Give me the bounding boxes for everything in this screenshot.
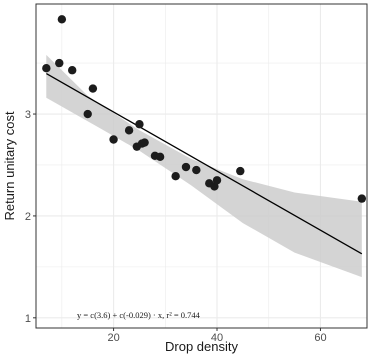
y-tick-label: 1 [25, 313, 31, 325]
data-point [192, 165, 201, 175]
x-tick-label: 20 [107, 332, 119, 344]
panel-border [35, 3, 368, 329]
data-point [140, 138, 149, 147]
confidence-ribbon-group [46, 54, 362, 278]
data-point [236, 166, 245, 176]
data-point [212, 176, 222, 185]
data-point [124, 126, 134, 135]
fit-line-group [46, 73, 363, 255]
confidence-ribbon [46, 54, 362, 278]
data-point [55, 58, 64, 68]
x-tick-label: 40 [211, 332, 223, 344]
data-point [181, 162, 191, 172]
data-point [88, 84, 98, 93]
regression-equation: y = c(3.6) + c(-0.029) · x, r² = 0.744 [77, 310, 201, 320]
y-tick-label: 3 [25, 109, 31, 121]
data-point [68, 66, 77, 75]
data-points [42, 15, 367, 203]
y-tick-label: 2 [25, 211, 31, 223]
data-point [155, 152, 165, 162]
regression-line [46, 73, 363, 255]
data-point [357, 194, 367, 203]
data-point [135, 120, 144, 129]
y-axis-title: Return unitary cost [2, 111, 17, 220]
x-tick-label: 60 [314, 332, 326, 344]
data-point [109, 135, 118, 144]
x-axis-title: Drop density [165, 339, 238, 354]
axis-ticks: 20 40 60 1 2 3 [25, 109, 327, 344]
data-point [42, 63, 51, 73]
data-point [83, 109, 92, 119]
data-point [171, 171, 180, 181]
data-point [57, 15, 67, 24]
